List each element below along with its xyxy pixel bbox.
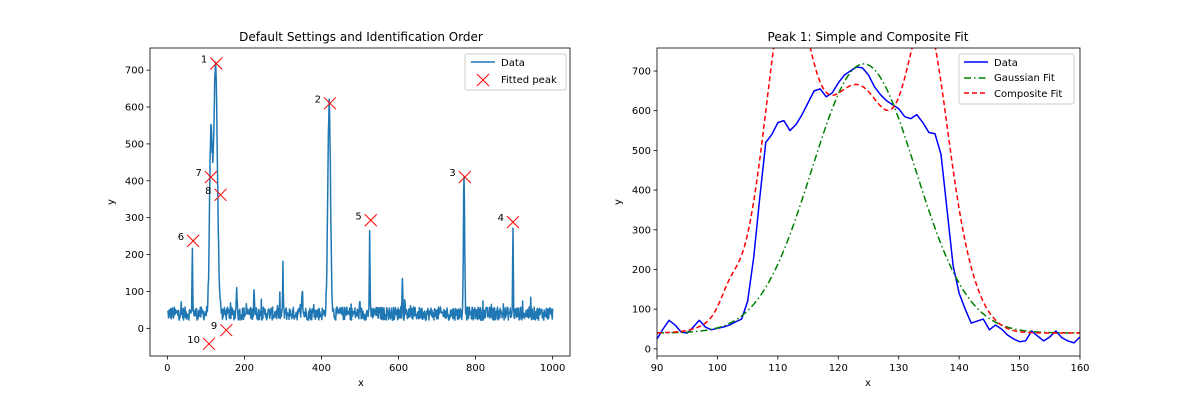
right-y-tick-label: 200 (632, 265, 651, 276)
fitted-peak-marker (323, 96, 337, 110)
fitted-peak-marker (506, 215, 520, 229)
right-axes: 90 100 110 120 130 140 150 160 0 100 200 300 400 500 6… (632, 47, 1090, 374)
peak-order-label: 10 (187, 335, 200, 346)
left-y-tick-label: 700 (125, 66, 144, 77)
left-x-tick-label: 800 (466, 363, 485, 374)
right-legend-gaussian-label: Gaussian Fit (994, 73, 1055, 84)
peak-order-label: 2 (315, 94, 321, 105)
left-axes-frame (149, 47, 571, 357)
right-x-tick-label: 90 (651, 363, 664, 374)
right-series-layer (657, 48, 1080, 344)
right-legend-composite-label: Composite Fit (994, 89, 1062, 100)
peak-order-label: 9 (211, 321, 217, 332)
left-x-axis-label: x (358, 378, 364, 389)
left-legend-fitted-label: Fitted peak (501, 75, 557, 86)
fitted-peak-marker (219, 323, 233, 337)
right-y-tick-label: 100 (632, 305, 651, 316)
left-y-tick-label: 300 (125, 213, 144, 224)
right-axes-frame (656, 47, 1081, 357)
left-x-tick-label: 200 (235, 363, 254, 374)
fitted-peak-marker (364, 213, 378, 227)
fitted-peak-marker (214, 188, 227, 202)
left-x-tick-label: 0 (164, 363, 170, 374)
fitted-peak-marker (186, 234, 200, 248)
peak-order-label: 3 (449, 168, 455, 179)
right-y-tick-label: 300 (632, 225, 651, 236)
right-composite-fit-line (657, 48, 1080, 334)
left-y-tick-label: 200 (125, 250, 144, 261)
left-legend-fitted-swatch (476, 73, 490, 87)
fitted-peak-marker (204, 170, 218, 184)
left-y-tick-label: 400 (125, 176, 144, 187)
right-gaussian-fit-line (657, 63, 1080, 334)
right-x-tick-label: 150 (1010, 363, 1029, 374)
right-x-tick-label: 120 (829, 363, 848, 374)
right-chart: Peak 1: Simple and Composite Fit 90 100 11… (613, 30, 1090, 389)
left-x-tick-label: 400 (312, 363, 331, 374)
left-axes: 0 200 400 600 800 1000 0 100 200 300 400 500 600 700 (125, 47, 571, 374)
fitted-peak-marker (202, 337, 216, 351)
right-y-tick-label: 700 (632, 67, 651, 78)
left-series-layer (166, 61, 554, 321)
left-legend-data-label: Data (501, 58, 525, 69)
left-legend-frame (464, 53, 567, 91)
peak-order-label: 5 (355, 211, 361, 222)
right-y-tick-label: 500 (632, 146, 651, 157)
left-x-tick-label: 600 (389, 363, 408, 374)
left-y-tick-label: 100 (125, 287, 144, 298)
right-y-tick-label: 600 (632, 106, 651, 117)
right-legend-frame (958, 53, 1075, 105)
right-x-axis-label: x (865, 378, 871, 389)
right-y-axis-label: y (613, 199, 624, 205)
left-y-tick-label: 500 (125, 139, 144, 150)
peak-order-label: 4 (498, 213, 504, 224)
right-x-tick-label: 140 (950, 363, 969, 374)
right-legend: Data Gaussian Fit Composite Fit (958, 53, 1075, 105)
fitted-peak-marker (209, 57, 223, 70)
peak-order-label: 6 (178, 232, 184, 243)
right-x-tick-label: 110 (768, 363, 787, 374)
peak-order-label: 8 (205, 186, 211, 197)
right-y-tick-label: 400 (632, 186, 651, 197)
left-y-axis-label: y (106, 199, 117, 205)
left-y-tick-label: 600 (125, 103, 144, 114)
left-marker-layer: 1 2 3 4 5 6 78 9 10 (178, 54, 520, 351)
left-x-tick-label: 1000 (540, 363, 565, 374)
left-chart: Default Settings and Identification Orde… (106, 30, 571, 389)
right-chart-title: Peak 1: Simple and Composite Fit (768, 30, 969, 44)
right-x-tick-label: 100 (708, 363, 727, 374)
right-data-line (657, 66, 1080, 344)
right-y-tick-label: 0 (645, 344, 651, 355)
left-legend: Data Fitted peak (464, 53, 567, 91)
fitted-peak-marker (458, 170, 472, 184)
right-legend-data-label: Data (994, 58, 1018, 69)
peak-order-label: 1 (201, 54, 207, 65)
right-x-tick-label: 130 (889, 363, 908, 374)
left-y-tick-label: 0 (138, 324, 144, 335)
peak-order-label: 7 (196, 168, 202, 179)
right-x-tick-label: 160 (1070, 363, 1089, 374)
left-chart-title: Default Settings and Identification Orde… (239, 30, 483, 44)
left-data-line (166, 61, 554, 321)
